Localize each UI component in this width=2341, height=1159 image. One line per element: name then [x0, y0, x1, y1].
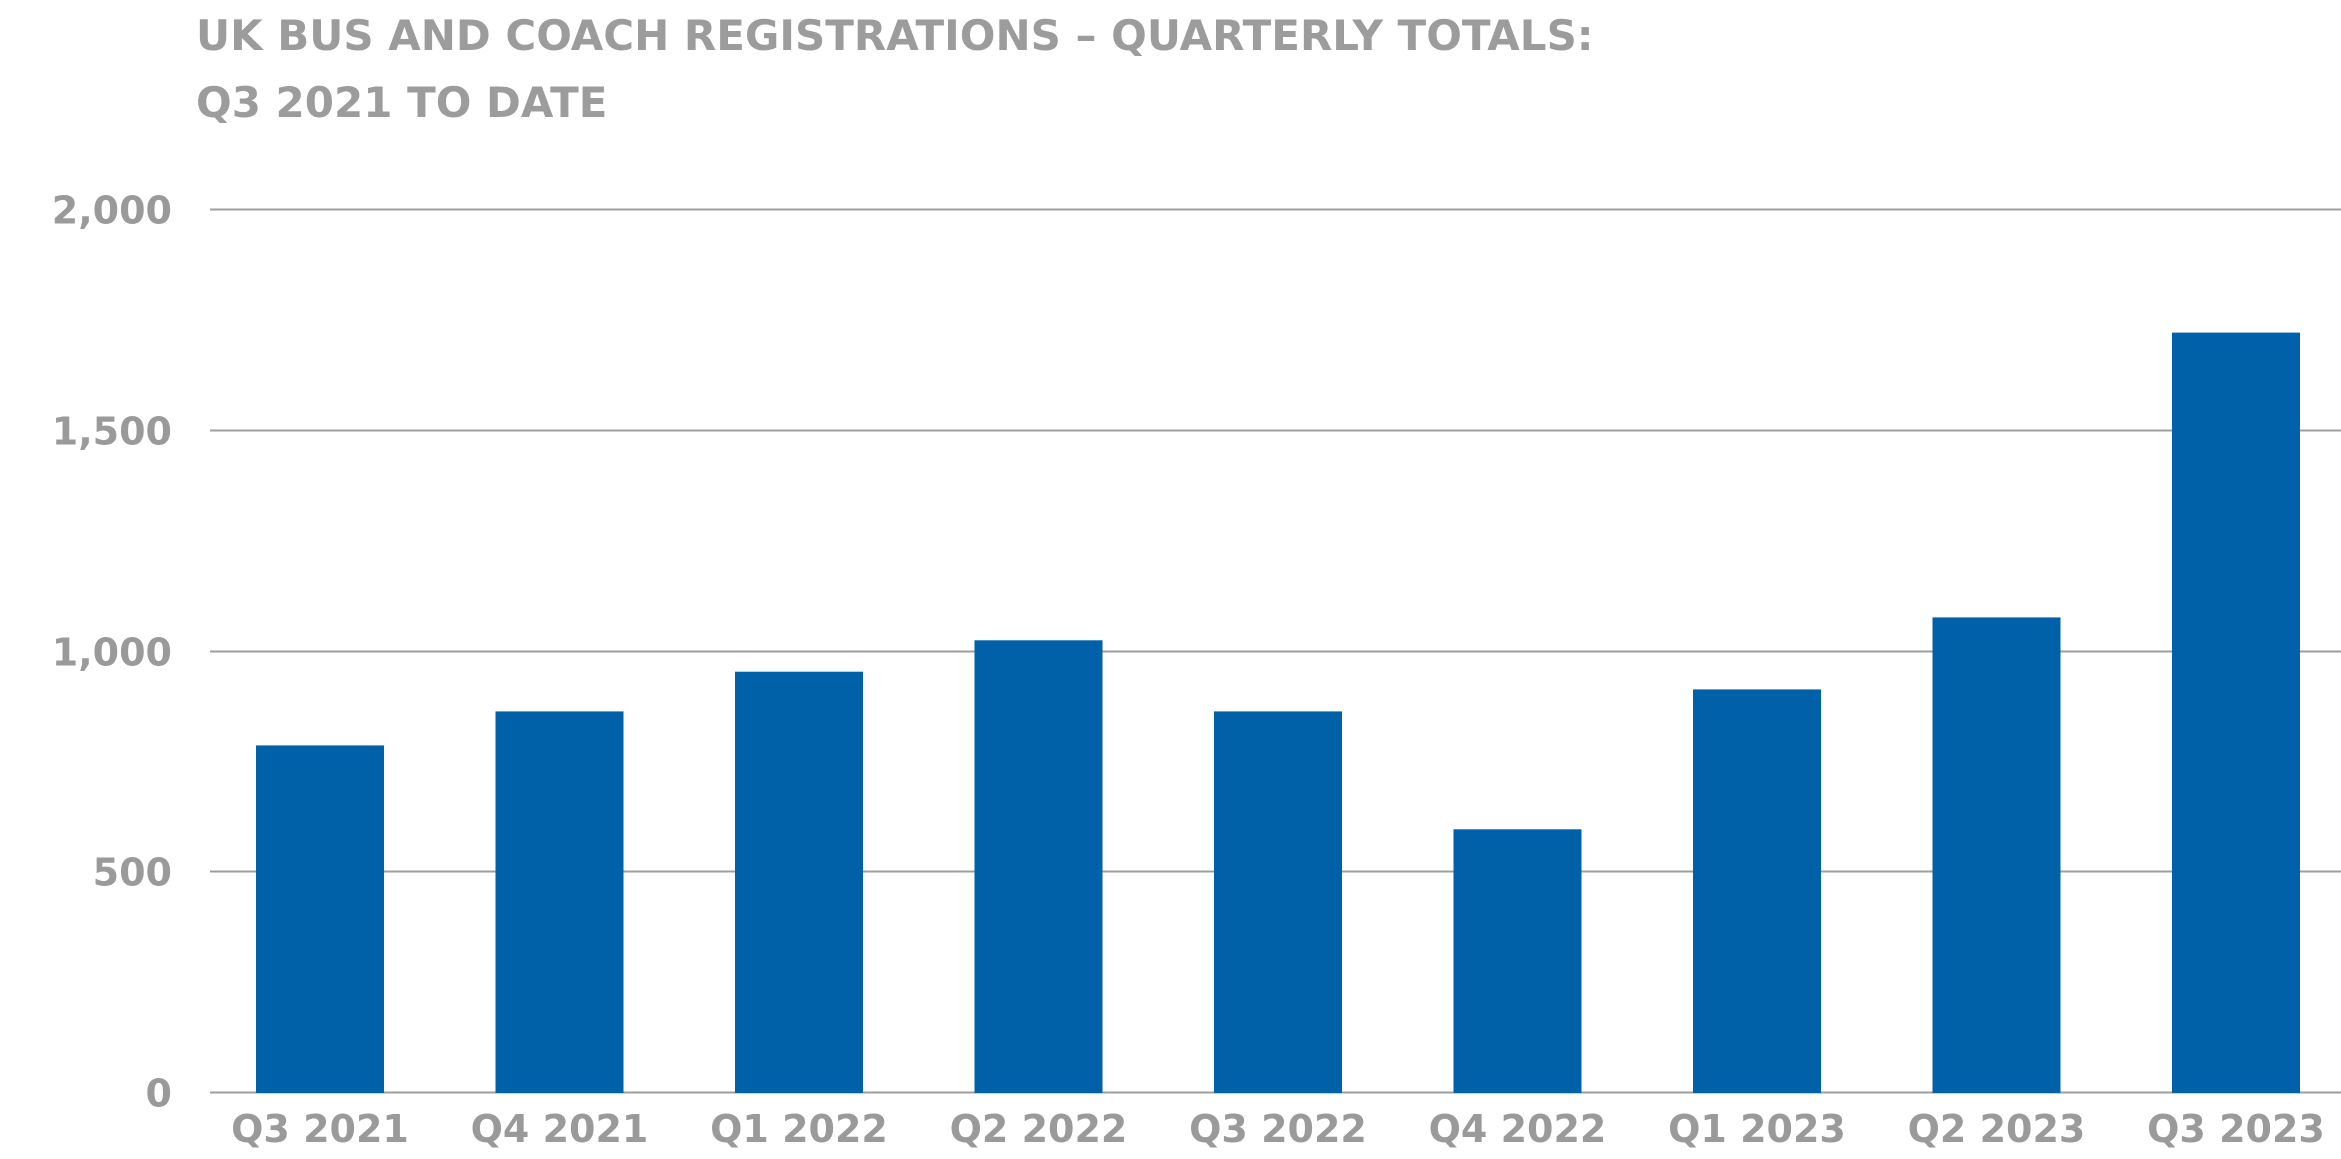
x-tick-label: Q1 2023	[1668, 1107, 1846, 1151]
bar-q4-2022	[1453, 829, 1582, 1093]
bar-q3-2023	[2172, 332, 2300, 1094]
y-tick-label: 0	[146, 1072, 172, 1116]
chart-title-line-2: Q3 2021 TO DATE	[196, 78, 608, 127]
x-tick-label: Q1 2022	[710, 1107, 888, 1151]
bar-q3-2021	[256, 745, 384, 1093]
chart-title: UK BUS AND COACH REGISTRATIONS – QUARTER…	[196, 2, 1594, 136]
bar-q3-2022	[1214, 711, 1342, 1093]
chart-title-line-1: UK BUS AND COACH REGISTRATIONS – QUARTER…	[196, 11, 1594, 60]
bar-q1-2023	[1693, 689, 1821, 1093]
bars	[256, 332, 2300, 1094]
bar-q4-2021	[495, 711, 624, 1093]
y-tick-label: 1,500	[52, 410, 172, 454]
x-tick-label: Q3 2021	[231, 1107, 409, 1151]
y-tick-label: 2,000	[52, 189, 172, 233]
x-tick-label: Q4 2022	[1429, 1107, 1607, 1151]
x-tick-label: Q3 2023	[2147, 1107, 2325, 1151]
x-tick-label: Q2 2022	[950, 1107, 1128, 1151]
x-axis-ticks: Q3 2021 Q4 2021 Q1 2022 Q2 2022 Q3 2022 Q4 20…	[231, 1107, 2325, 1151]
y-tick-label: 1,000	[52, 631, 172, 675]
bar-q2-2023	[1932, 617, 2061, 1093]
x-tick-label: Q2 2023	[1908, 1107, 2086, 1151]
x-tick-label: Q4 2021	[471, 1107, 649, 1151]
y-tick-label: 500	[93, 851, 172, 895]
y-axis-ticks: 0 500 1,000 1,500 2,000	[52, 189, 172, 1116]
bar-q2-2022	[974, 640, 1103, 1093]
bar-q1-2022	[735, 671, 863, 1093]
x-tick-label: Q3 2022	[1189, 1107, 1367, 1151]
